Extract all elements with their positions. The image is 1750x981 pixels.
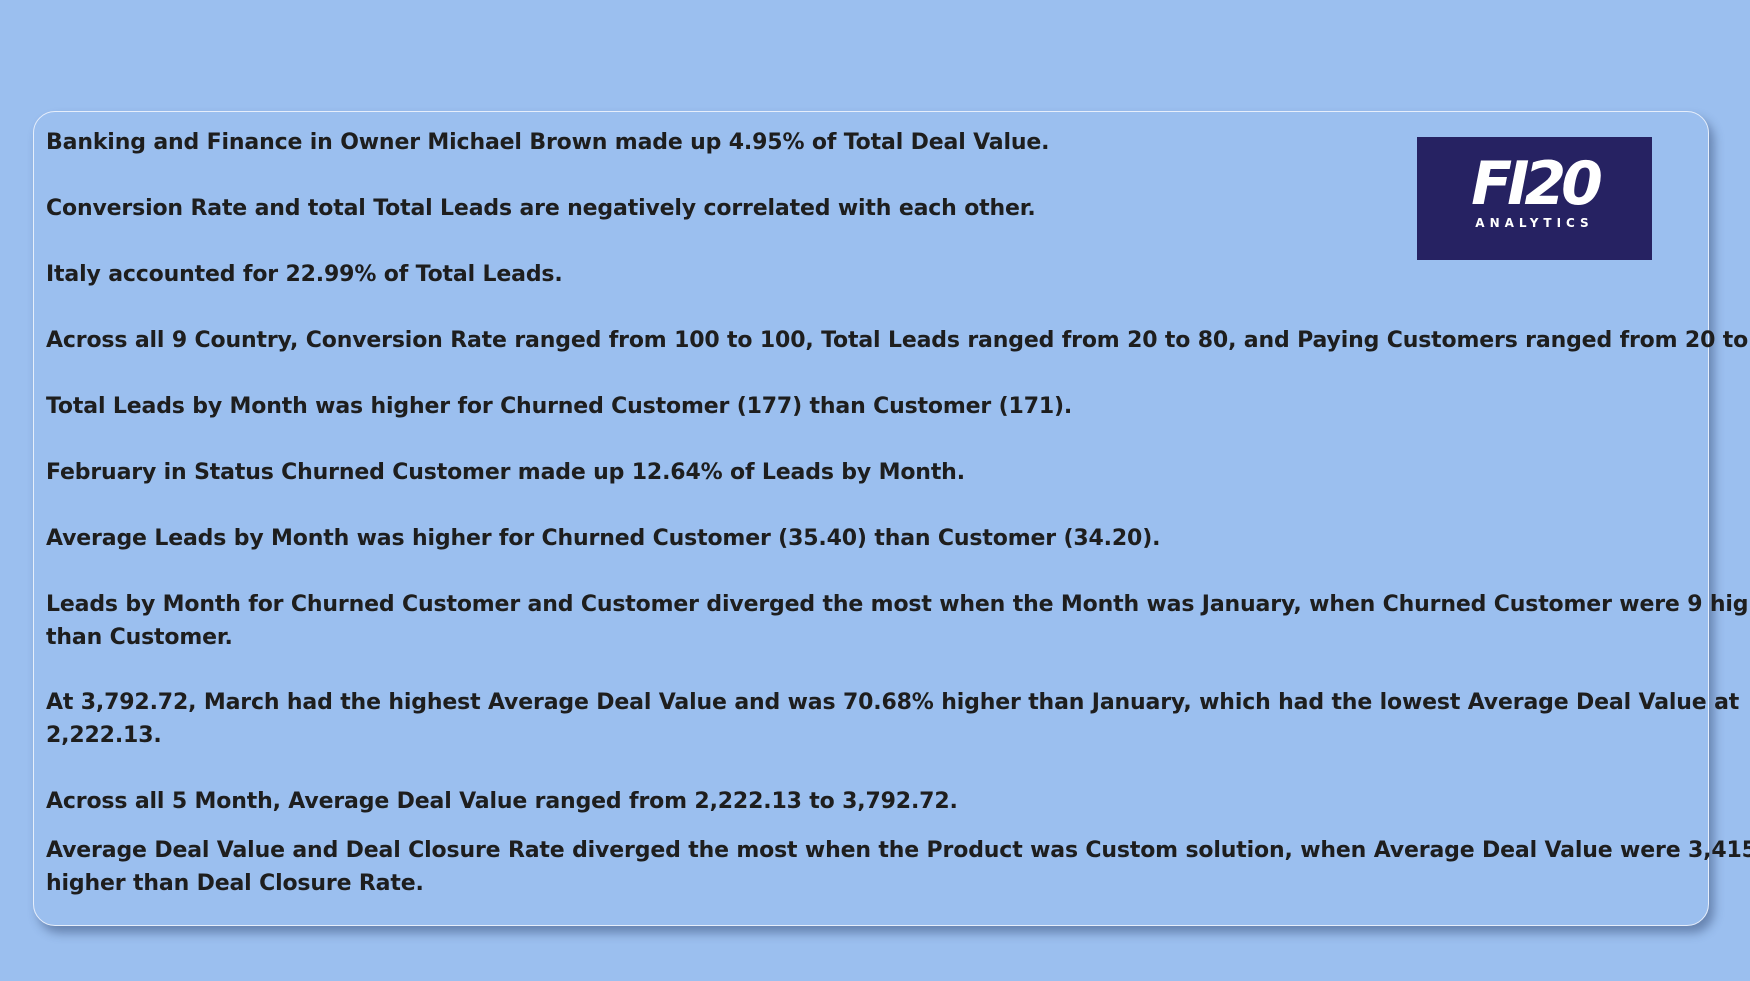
insight-line: Italy accounted for 22.99% of Total Lead… <box>46 262 563 287</box>
insight-line: February in Status Churned Customer made… <box>46 460 965 485</box>
fi20-analytics-logo: FI20 ANALYTICS <box>1417 137 1652 260</box>
insight-line-continued: higher than Deal Closure Rate. <box>46 871 424 896</box>
insight-line: Total Leads by Month was higher for Chur… <box>46 394 1073 419</box>
logo-subtitle: ANALYTICS <box>1475 216 1594 230</box>
insight-line: Leads by Month for Churned Customer and … <box>46 592 1750 617</box>
insight-line: Conversion Rate and total Total Leads ar… <box>46 196 1036 221</box>
insight-line: At 3,792.72, March had the highest Avera… <box>46 690 1740 715</box>
insight-line-continued: 2,222.13. <box>46 723 162 748</box>
insight-line: Average Deal Value and Deal Closure Rate… <box>46 838 1750 863</box>
insight-line: Across all 5 Month, Average Deal Value r… <box>46 789 958 814</box>
insight-line: Across all 9 Country, Conversion Rate ra… <box>46 328 1750 353</box>
logo-mark: FI20 <box>1471 149 1603 219</box>
insight-line: Average Leads by Month was higher for Ch… <box>46 526 1161 551</box>
insight-line-continued: than Customer. <box>46 625 233 650</box>
insight-line: Banking and Finance in Owner Michael Bro… <box>46 130 1050 155</box>
